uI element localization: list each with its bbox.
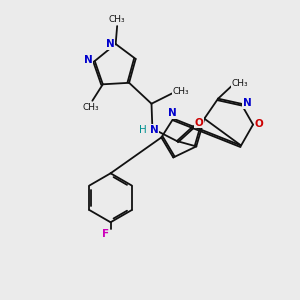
Text: CH₃: CH₃ [232, 79, 248, 88]
Text: N: N [243, 98, 251, 108]
Text: CH₃: CH₃ [82, 103, 99, 112]
Text: O: O [194, 118, 203, 128]
Text: O: O [255, 119, 263, 129]
Text: N: N [106, 39, 115, 49]
Text: F: F [102, 229, 109, 239]
Text: N: N [168, 108, 176, 118]
Text: N: N [84, 55, 93, 64]
Text: H: H [139, 125, 147, 135]
Text: N: N [149, 125, 158, 135]
Text: CH₃: CH₃ [172, 87, 189, 96]
Text: CH₃: CH₃ [109, 15, 125, 24]
